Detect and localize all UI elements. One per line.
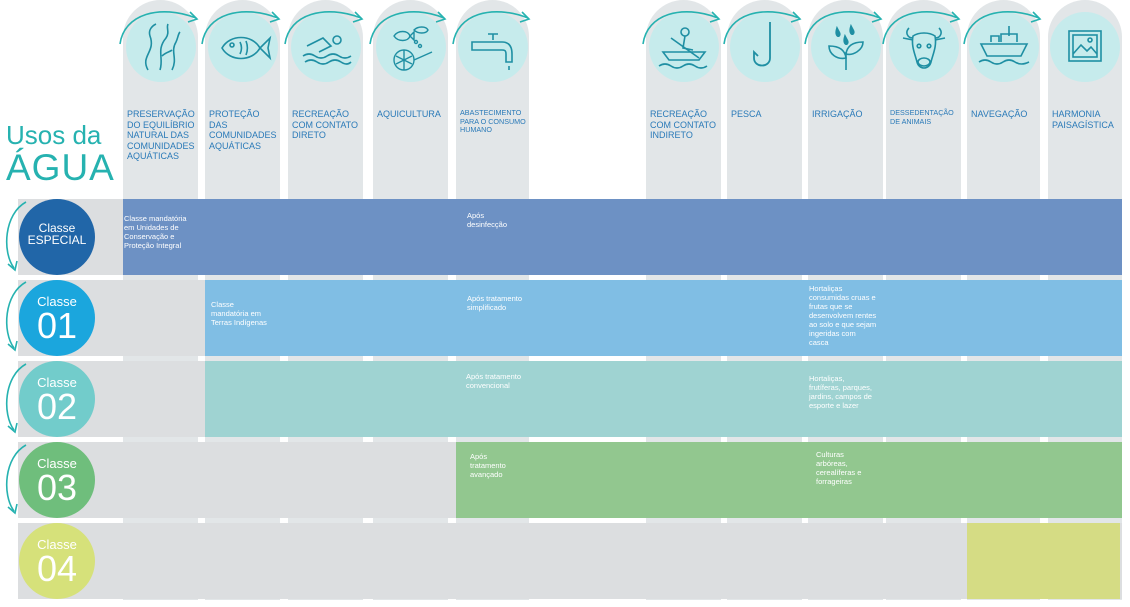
fishhook-icon: [729, 12, 800, 82]
column-label: PROTEÇÃO DAS COMUNIDADES AQUÁTICAS: [209, 109, 277, 151]
classe-number: 01: [36, 305, 78, 346]
column-label: HARMONIA PAISAGÍSTICA: [1052, 109, 1114, 130]
class-arrows: [5, 201, 27, 515]
classe-label: Classe: [37, 456, 77, 471]
column-label: PRESERVAÇÃO DO EQUILÍBRIO NATURAL DAS CO…: [127, 109, 195, 161]
column-label: RECREAÇÃO COM CONTATO DIRETO: [292, 109, 358, 140]
title-line1: Usos da: [6, 120, 102, 150]
curved-down-arrow-icon: [5, 201, 27, 272]
swimmer-icon: [290, 12, 361, 82]
curved-down-arrow-icon: [5, 281, 27, 352]
classe-label: Classe: [37, 294, 77, 309]
column-label: ABASTECIMENTO PARA O CONSUMO HUMANO: [460, 108, 526, 135]
classe-01-circle: Classe 01: [19, 280, 95, 356]
curved-arrow-icon: [882, 11, 961, 45]
curved-arrow-icon: [963, 11, 1042, 45]
column-label: DESSEDENTAÇÃO DE ANIMAIS: [890, 108, 954, 126]
column-label: RECREAÇÃO COM CONTATO INDIRETO: [650, 109, 716, 140]
curved-arrow-icon: [642, 11, 721, 45]
classe-label: Classe: [38, 221, 76, 235]
note-03-abastecimento: Após tratamento avançado: [470, 452, 506, 479]
fill-especial: [123, 199, 1122, 275]
curved-arrow-icon: [201, 11, 281, 45]
note-02-irrigacao: Hortaliças, frutíferas, parques, jardins…: [809, 374, 872, 410]
classe-04-circle: Classe 04: [19, 523, 95, 599]
classe-especial-circle: Classe ESPECIAL: [19, 199, 95, 275]
note-02-abastecimento: Após tratamento convencional: [466, 372, 522, 390]
landscape-picture-icon: [1050, 12, 1120, 82]
note-especial-preservacao: Classe mandatória em Unidades de Conserv…: [124, 214, 187, 250]
curved-down-arrow-icon: [5, 444, 27, 515]
classe-number: ESPECIAL: [27, 233, 87, 247]
note-01-irrigacao: Hortaliças consumidas cruas e frutas que…: [809, 284, 877, 347]
curved-down-arrow-icon: [5, 363, 27, 434]
curved-arrow-icon: [119, 11, 199, 45]
band-04: [18, 523, 1122, 599]
classe-02-circle: Classe 02: [19, 361, 95, 437]
classe-number: 03: [36, 467, 78, 508]
fill-02: [205, 361, 1122, 437]
column-label: IRRIGAÇÃO: [812, 109, 863, 119]
fish-icon: [207, 12, 278, 82]
fill-01: [205, 280, 1122, 356]
column-label: NAVEGAÇÃO: [971, 109, 1028, 119]
classe-number: 04: [36, 548, 78, 589]
fill-03: [456, 442, 1122, 518]
curved-arrow-icon: [804, 11, 883, 45]
curved-arrow-icon: [369, 11, 447, 45]
note-especial-abastecimento: Após desinfecção: [467, 211, 508, 229]
seaweed-icon: [125, 12, 196, 82]
cow-icon: [888, 12, 959, 82]
classe-label: Classe: [37, 537, 77, 552]
classe-number: 02: [36, 386, 78, 427]
note-03-irrigacao: Culturas arbóreas, cerealíferas e forrag…: [816, 450, 862, 486]
fill-04: [967, 523, 1120, 599]
ship-icon: [968, 12, 1039, 82]
curved-arrow-icon: [284, 11, 364, 45]
curved-arrow-icon: [723, 11, 802, 45]
note-01-protecao: Classe mandatória em Terras Indígenas: [211, 300, 267, 327]
title-line2: ÁGUA: [6, 147, 115, 188]
plant-drops-icon: [810, 12, 881, 82]
column-arrows: [119, 11, 1042, 45]
curved-arrow-icon: [452, 11, 531, 45]
note-01-abastecimento: Após tratamento simplificado: [467, 294, 523, 312]
faucet-icon: [457, 12, 528, 82]
column-label: AQUICULTURA: [377, 109, 441, 119]
column-label: PESCA: [731, 109, 762, 119]
classe-03-circle: Classe 03: [19, 442, 95, 518]
rowboat-icon: [648, 12, 719, 82]
fishbowl-net-icon: [375, 12, 446, 82]
classe-label: Classe: [37, 375, 77, 390]
